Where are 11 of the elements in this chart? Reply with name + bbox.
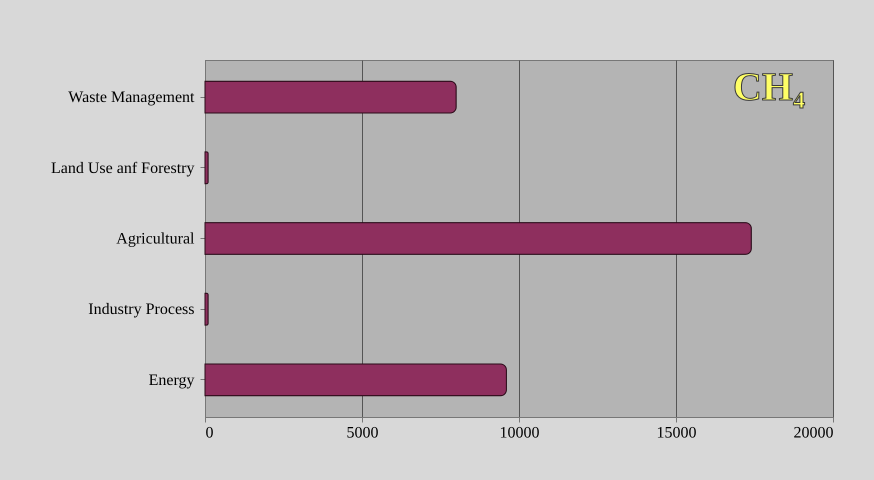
y-tick-label: Land Use anf Forestry	[50, 160, 194, 177]
y-tick-label: Energy	[148, 372, 194, 389]
x-tick-label: 0	[206, 424, 214, 442]
y-tick-label: Industry Process	[88, 301, 194, 318]
y-tick-label: Waste Management	[68, 89, 196, 106]
x-tick-label: 15000	[656, 424, 696, 442]
chart-title: CH₄	[733, 64, 805, 109]
x-tick-label: 5000	[346, 424, 378, 442]
y-tick-label: Agricultural	[116, 230, 196, 248]
x-tick-label: 20000	[794, 424, 834, 442]
x-tick-label: 10000	[500, 424, 540, 442]
